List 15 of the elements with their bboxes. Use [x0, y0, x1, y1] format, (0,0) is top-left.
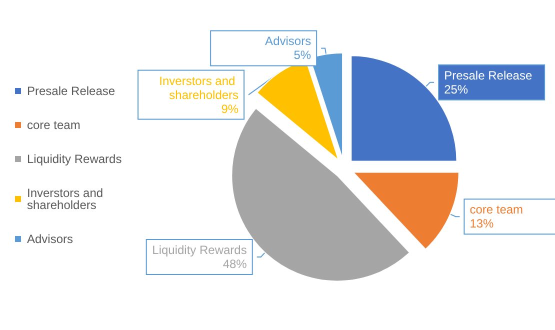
- slice-label: Liquidity Rewards: [152, 242, 247, 257]
- data-label: 48%: [222, 256, 248, 271]
- legend-label: Liquidity Rewards: [27, 152, 122, 166]
- legend-label: Presale Release: [27, 84, 116, 98]
- data-label: 25%: [444, 82, 468, 96]
- legend-label: Advisors: [27, 232, 74, 246]
- slice-label: Presale Release: [444, 68, 532, 82]
- legend-label: Inverstors and shareholders: [27, 186, 106, 212]
- slice-label: core team: [470, 202, 524, 217]
- data-label: 13%: [470, 216, 494, 231]
- legend-label: core team: [27, 118, 80, 132]
- data-label: 9%: [221, 102, 239, 116]
- data-label: 5%: [294, 48, 312, 62]
- slice-label: Inverstors and shareholders: [159, 74, 239, 102]
- slice-label: Advisors: [265, 34, 312, 48]
